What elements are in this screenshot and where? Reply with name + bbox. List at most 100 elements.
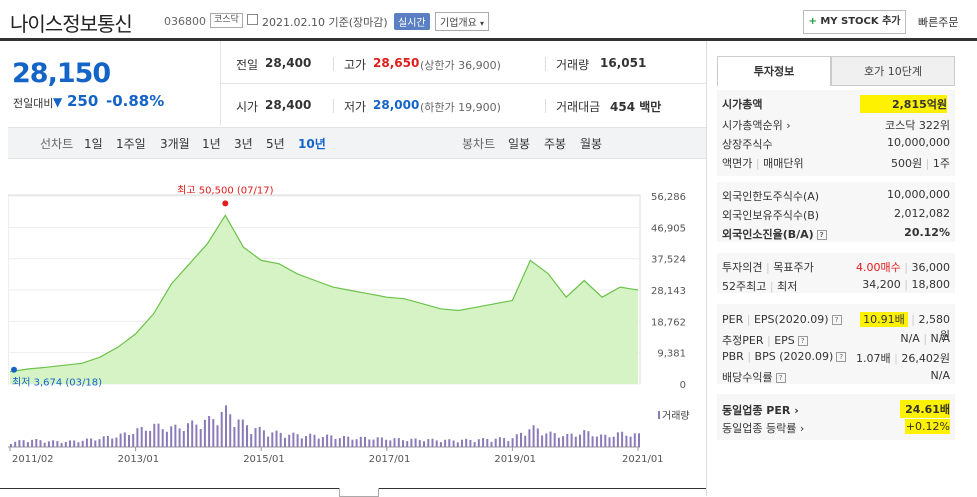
volume-bar xyxy=(233,427,236,447)
quick-order-link[interactable]: 빠른주문 xyxy=(918,16,959,29)
base-date: 2021.02.10 기준(장마감) xyxy=(262,16,388,29)
volume-bar xyxy=(35,439,38,447)
period-toolbar xyxy=(8,127,706,159)
y-tick-label: 46,905 xyxy=(651,223,686,234)
max-label: 최고 50,500 (07/17) xyxy=(177,184,273,196)
volume-bar xyxy=(490,441,493,447)
volume-bar xyxy=(406,441,409,447)
help-icon[interactable]: ? xyxy=(775,373,786,383)
volume-bar xyxy=(621,431,624,447)
volume-bar xyxy=(364,436,366,447)
down-arrow-icon: ▼ xyxy=(53,95,63,109)
stock-code: 036800 xyxy=(164,15,206,28)
help-icon[interactable]: ? xyxy=(831,315,842,325)
volume-bar xyxy=(439,442,442,447)
volume-bar xyxy=(321,437,324,447)
face-value-label: 액면가 | 매매단위 xyxy=(722,157,804,170)
realtime-button[interactable]: 실시간 xyxy=(394,13,430,30)
help-icon[interactable]: ? xyxy=(797,336,808,346)
tab-invest-info[interactable]: 투자정보 xyxy=(717,56,831,86)
open-value: 28,400 xyxy=(265,98,312,112)
y-tick-label: 37,524 xyxy=(651,255,686,266)
volume-bar xyxy=(418,440,421,447)
pbr-label: PBR | BPS (2020.09)? xyxy=(722,350,847,363)
tab-quote-10[interactable]: 호가 10단계 xyxy=(831,56,955,86)
market-cap-rank-label[interactable]: 시가총액순위 › xyxy=(722,119,791,132)
volume-bar xyxy=(330,435,333,447)
sector-rate-label[interactable]: 동일업종 등락률 › xyxy=(722,422,805,435)
volume-bar xyxy=(128,435,130,447)
volume-bar xyxy=(524,435,527,447)
period-1d[interactable]: 1일 xyxy=(84,137,103,151)
volume-bar xyxy=(31,439,34,447)
x-tick-label: 2013/01 xyxy=(118,454,160,465)
header-divider xyxy=(0,38,977,41)
volume-bar xyxy=(536,428,539,447)
volume-bar xyxy=(170,426,173,447)
company-overview-button[interactable]: 기업개요 ▾ xyxy=(435,12,490,31)
volume-bar xyxy=(275,430,278,447)
x-tick-label: 2019/01 xyxy=(494,454,536,465)
volume-bar xyxy=(410,438,413,447)
volume-bar xyxy=(132,434,135,447)
volume-bar xyxy=(246,425,248,447)
volume-bar xyxy=(102,436,105,447)
volume-bar xyxy=(482,438,485,447)
price-area xyxy=(10,215,638,384)
overview-label: 기업개요 xyxy=(440,18,477,29)
period-1w[interactable]: 1주일 xyxy=(116,137,146,151)
volume-bar xyxy=(583,430,586,447)
volume-bar xyxy=(258,426,261,447)
market-cap-label: 시가총액 xyxy=(722,98,763,111)
volume-bar xyxy=(431,438,434,447)
period-5y[interactable]: 5년 xyxy=(266,137,285,151)
volume-bar xyxy=(469,439,472,447)
help-icon[interactable]: ? xyxy=(816,230,827,240)
volume-bar xyxy=(195,424,198,447)
candle-chart-label: 봉차트 xyxy=(462,137,496,151)
volume-bar xyxy=(557,437,560,447)
volume-bar xyxy=(85,438,88,447)
volume-bar xyxy=(570,433,573,447)
upper-limit: (상한가 36,900) xyxy=(420,59,501,72)
per-value: 10.91배 | 2,580원 xyxy=(858,311,950,343)
prev-close-value: 28,400 xyxy=(265,56,312,70)
volume-bar xyxy=(604,434,607,447)
period-3m[interactable]: 3개월 xyxy=(160,137,190,151)
current-price: 28,150 xyxy=(12,58,111,89)
volume-bar xyxy=(347,436,350,447)
volume-bar xyxy=(43,442,46,447)
volume-bar xyxy=(511,438,514,447)
volume-bar xyxy=(579,434,581,447)
period-10y[interactable]: 10년 xyxy=(298,137,326,151)
company-name: 나이스정보통신 xyxy=(10,12,133,36)
period-3y[interactable]: 3년 xyxy=(234,137,253,151)
sector-rate-value: +0.12% xyxy=(905,419,950,434)
candle-daily[interactable]: 일봉 xyxy=(508,137,531,151)
volume-bar xyxy=(414,438,417,447)
x-tick-label: 2021/01 xyxy=(622,454,664,465)
add-mystock-button[interactable]: + MY STOCK 추가 xyxy=(803,10,906,34)
est-per-value: N/A | N/A xyxy=(900,332,950,345)
candle-weekly[interactable]: 주봉 xyxy=(544,137,567,151)
help-icon[interactable]: ? xyxy=(836,352,847,362)
volume-bar xyxy=(208,416,211,447)
volume-bar xyxy=(64,442,67,447)
market-cap-value: 2,815억원 xyxy=(860,95,947,113)
volume-bar xyxy=(549,431,552,447)
divider xyxy=(333,57,334,71)
foreign-rate-label: 외국인소진율(B/A)? xyxy=(722,226,827,242)
per-label: PER | EPS(2020.09)? xyxy=(722,313,842,326)
sector-per-label[interactable]: 동일업종 PER › xyxy=(722,404,799,417)
volume-bar xyxy=(81,440,84,447)
candle-monthly[interactable]: 월봉 xyxy=(580,137,603,151)
volume-bar xyxy=(355,439,358,447)
volume-bar xyxy=(199,429,202,447)
volume-bar xyxy=(149,430,152,447)
y-tick-label: 56,286 xyxy=(651,192,686,203)
volume-bar xyxy=(338,438,341,447)
change-label: 전일대비 xyxy=(13,97,54,110)
chevron-down-icon: ▾ xyxy=(480,19,485,28)
volume-bar xyxy=(385,439,388,447)
period-1y[interactable]: 1년 xyxy=(202,137,221,151)
